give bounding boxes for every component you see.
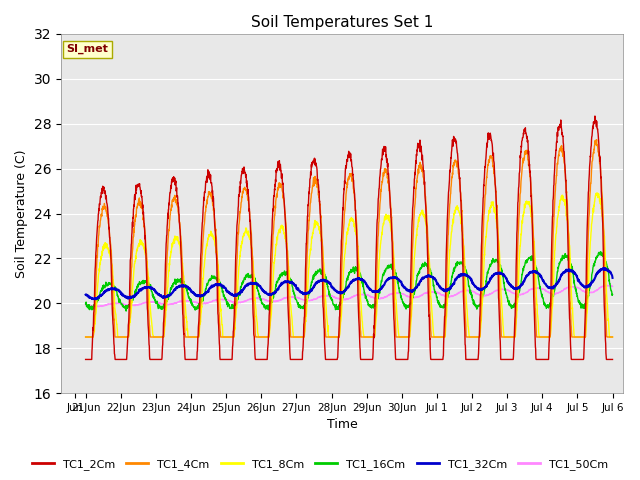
Line: TC1_32Cm: TC1_32Cm [86, 268, 612, 300]
TC1_16Cm [364, 302, 372, 308]
Text: SI_met: SI_met [67, 44, 109, 54]
TC1_8Cm [82, 334, 90, 340]
Line: TC1_2Cm: TC1_2Cm [86, 116, 612, 360]
TC1_50Cm [82, 301, 90, 307]
TC1_32Cm [82, 292, 90, 298]
TC1_16Cm [376, 290, 383, 296]
TC1_16Cm [563, 252, 570, 258]
TC1_8Cm [502, 334, 509, 340]
TC1_4Cm [562, 178, 570, 184]
TC1_2Cm [82, 357, 90, 362]
TC1_16Cm [577, 302, 584, 308]
TC1_50Cm [364, 292, 372, 298]
TC1_50Cm [376, 296, 383, 302]
TC1_50Cm [229, 299, 237, 305]
TC1_32Cm [577, 280, 584, 286]
TC1_16Cm [609, 291, 616, 297]
TC1_16Cm [122, 308, 130, 314]
TC1_32Cm [92, 297, 100, 302]
TC1_4Cm [502, 334, 509, 340]
Line: TC1_4Cm: TC1_4Cm [86, 140, 612, 337]
TC1_8Cm [562, 206, 570, 212]
TC1_8Cm [577, 334, 584, 340]
TC1_4Cm [376, 208, 383, 214]
TC1_4Cm [364, 334, 372, 340]
TC1_2Cm [228, 344, 236, 350]
TC1_2Cm [562, 177, 570, 183]
TC1_32Cm [364, 285, 372, 290]
TC1_50Cm [93, 304, 101, 310]
TC1_4Cm [577, 334, 584, 340]
TC1_32Cm [602, 265, 609, 271]
Legend: TC1_2Cm, TC1_4Cm, TC1_8Cm, TC1_16Cm, TC1_32Cm, TC1_50Cm: TC1_2Cm, TC1_4Cm, TC1_8Cm, TC1_16Cm, TC1… [28, 455, 612, 474]
TC1_2Cm [376, 181, 383, 187]
TC1_16Cm [82, 301, 90, 307]
TC1_2Cm [609, 357, 616, 362]
TC1_50Cm [609, 284, 616, 289]
TC1_4Cm [593, 137, 600, 143]
TC1_8Cm [364, 334, 372, 340]
TC1_2Cm [577, 357, 584, 362]
TC1_50Cm [603, 282, 611, 288]
TC1_4Cm [82, 334, 90, 340]
TC1_8Cm [609, 334, 616, 340]
TC1_32Cm [229, 292, 237, 298]
TC1_32Cm [609, 275, 616, 281]
TC1_2Cm [502, 357, 509, 362]
TC1_8Cm [376, 256, 383, 262]
X-axis label: Time: Time [326, 419, 357, 432]
TC1_2Cm [591, 113, 599, 119]
Line: TC1_16Cm: TC1_16Cm [86, 252, 612, 311]
TC1_8Cm [228, 334, 236, 340]
TC1_4Cm [228, 334, 236, 340]
Title: Soil Temperatures Set 1: Soil Temperatures Set 1 [251, 15, 433, 30]
TC1_16Cm [229, 305, 237, 311]
TC1_32Cm [502, 276, 510, 281]
TC1_32Cm [563, 267, 570, 273]
TC1_16Cm [502, 290, 510, 296]
TC1_16Cm [597, 249, 605, 255]
TC1_50Cm [502, 287, 510, 293]
Line: TC1_50Cm: TC1_50Cm [86, 285, 612, 307]
TC1_50Cm [577, 287, 584, 293]
TC1_50Cm [563, 286, 570, 291]
TC1_8Cm [594, 190, 602, 196]
TC1_4Cm [609, 334, 616, 340]
TC1_32Cm [376, 288, 383, 293]
TC1_2Cm [364, 357, 372, 362]
Y-axis label: Soil Temperature (C): Soil Temperature (C) [15, 149, 28, 278]
Line: TC1_8Cm: TC1_8Cm [86, 193, 612, 337]
